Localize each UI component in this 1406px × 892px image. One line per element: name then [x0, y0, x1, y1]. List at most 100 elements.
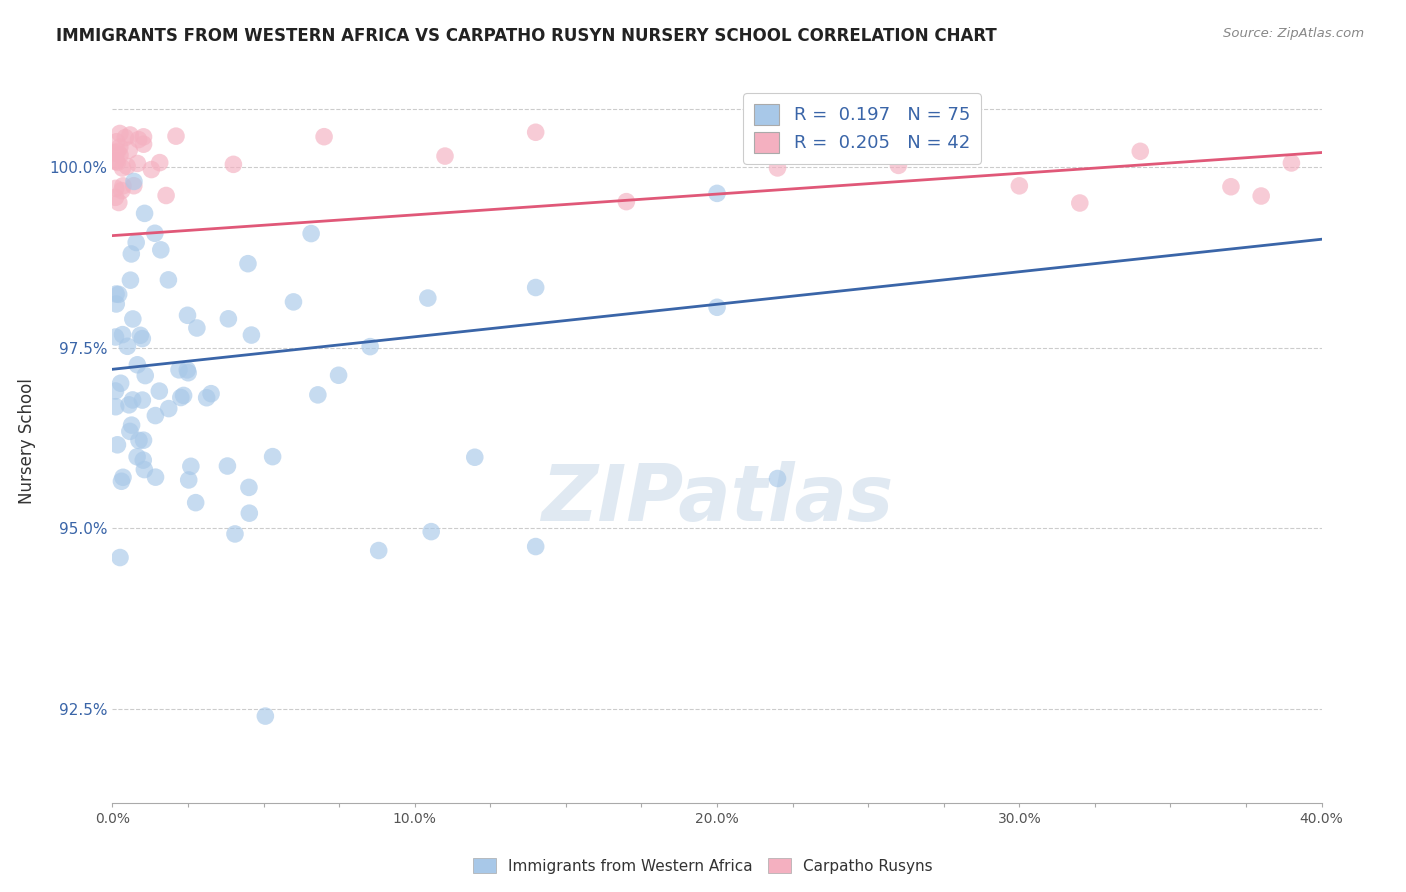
Point	[240, 328, 263, 343]
Point	[111, 327, 134, 342]
Point	[200, 386, 222, 401]
Point	[165, 129, 187, 144]
Point	[367, 543, 389, 558]
Point	[766, 161, 789, 175]
Legend: Immigrants from Western Africa, Carpatho Rusyns: Immigrants from Western Africa, Carpatho…	[467, 852, 939, 880]
Point	[706, 300, 728, 314]
Point	[149, 155, 172, 169]
Point	[107, 195, 129, 210]
Point	[128, 434, 150, 448]
Point	[128, 132, 150, 146]
Point	[145, 470, 167, 484]
Point	[948, 137, 970, 152]
Point	[195, 391, 218, 405]
Point	[176, 363, 198, 377]
Point	[766, 471, 789, 485]
Point	[186, 321, 208, 335]
Point	[131, 393, 153, 408]
Point	[134, 462, 156, 476]
Point	[254, 709, 277, 723]
Point	[177, 473, 200, 487]
Point	[143, 227, 166, 241]
Point	[105, 297, 128, 311]
Point	[111, 184, 134, 198]
Point	[155, 188, 177, 202]
Point	[104, 384, 127, 398]
Point	[107, 145, 129, 159]
Point	[104, 190, 127, 204]
Point	[1279, 156, 1302, 170]
Text: ZIPatlas: ZIPatlas	[541, 461, 893, 537]
Point	[118, 425, 141, 439]
Point	[132, 129, 155, 144]
Point	[173, 388, 195, 402]
Point	[283, 294, 305, 309]
Point	[1129, 145, 1152, 159]
Point	[131, 332, 153, 346]
Point	[104, 400, 127, 414]
Point	[110, 376, 132, 391]
Point	[105, 287, 128, 301]
Point	[111, 161, 134, 175]
Point	[104, 330, 127, 344]
Point	[524, 280, 547, 294]
Point	[127, 450, 149, 464]
Point	[222, 157, 245, 171]
Point	[108, 148, 131, 162]
Point	[118, 398, 141, 412]
Point	[524, 125, 547, 139]
Point	[121, 392, 143, 407]
Point	[314, 129, 336, 144]
Point	[524, 540, 547, 554]
Point	[616, 194, 638, 209]
Legend: R =  0.197   N = 75, R =  0.205   N = 42: R = 0.197 N = 75, R = 0.205 N = 42	[744, 93, 981, 163]
Point	[104, 154, 127, 169]
Point	[217, 458, 239, 473]
Point	[217, 311, 239, 326]
Point	[122, 178, 145, 193]
Point	[420, 524, 443, 539]
Point	[157, 273, 180, 287]
Point	[132, 434, 155, 448]
Point	[104, 181, 127, 195]
Point	[328, 368, 350, 383]
Point	[148, 384, 170, 398]
Point	[1220, 179, 1243, 194]
Point	[149, 243, 172, 257]
Point	[134, 368, 156, 383]
Text: Source: ZipAtlas.com: Source: ZipAtlas.com	[1223, 27, 1364, 40]
Point	[184, 496, 207, 510]
Point	[1069, 196, 1091, 211]
Point	[107, 155, 129, 169]
Point	[176, 308, 198, 322]
Point	[121, 418, 143, 433]
Point	[145, 409, 167, 423]
Point	[1250, 189, 1272, 203]
Point	[433, 149, 456, 163]
Point	[114, 130, 136, 145]
Point	[132, 453, 155, 467]
Point	[180, 459, 202, 474]
Point	[115, 159, 138, 173]
Point	[120, 128, 142, 142]
Point	[120, 273, 142, 287]
Point	[464, 450, 486, 465]
Point	[121, 312, 143, 326]
Point	[118, 143, 141, 157]
Point	[236, 257, 259, 271]
Point	[108, 140, 131, 154]
Point	[104, 145, 127, 160]
Point	[157, 401, 180, 416]
Point	[108, 550, 131, 565]
Y-axis label: Nursery School: Nursery School	[18, 378, 35, 505]
Point	[170, 391, 193, 405]
Point	[104, 153, 127, 168]
Point	[134, 206, 156, 220]
Point	[307, 388, 329, 402]
Point	[122, 174, 145, 188]
Point	[125, 235, 148, 250]
Point	[129, 328, 152, 343]
Point	[887, 158, 910, 172]
Point	[120, 247, 142, 261]
Point	[110, 475, 132, 489]
